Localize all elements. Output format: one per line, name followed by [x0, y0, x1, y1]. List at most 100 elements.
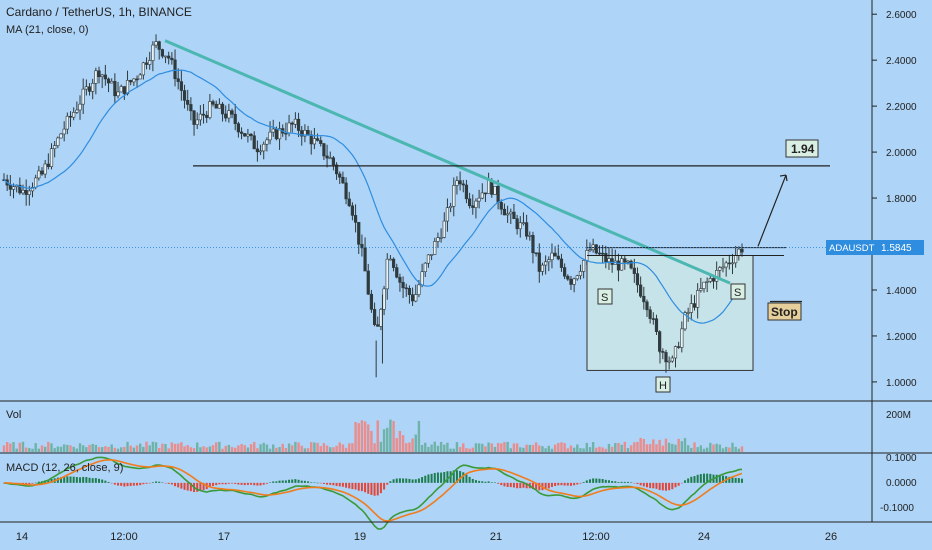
volume-bar [224, 445, 227, 452]
macd-histogram-bar [471, 478, 474, 483]
macd-histogram-bar [550, 482, 553, 487]
candle-body [566, 275, 570, 280]
candle-body [344, 182, 348, 200]
macd-histogram-bar [189, 482, 192, 492]
candle-body [439, 237, 443, 239]
volume-bar [531, 444, 535, 452]
candle-body [410, 294, 415, 302]
macd-histogram-bar [357, 482, 360, 491]
candle-body [493, 186, 497, 195]
macd-histogram-bar [440, 472, 443, 483]
volume-bar [696, 447, 699, 452]
macd-histogram-bar [208, 482, 211, 488]
candle-body [144, 62, 149, 65]
volume-bar [601, 447, 604, 452]
macd-histogram-bar [395, 478, 398, 483]
macd-histogram-bar [516, 482, 519, 489]
macd-histogram-bar [402, 478, 405, 483]
candle-body [692, 303, 697, 308]
macd-histogram-bar [72, 476, 75, 483]
volume-bar [541, 446, 544, 452]
candle-body [480, 192, 484, 199]
volume-bar [436, 445, 440, 452]
volume-bar [28, 447, 31, 452]
candle-body [626, 260, 630, 263]
volume-bar [636, 441, 639, 452]
volume-bar [626, 448, 630, 452]
macd-histogram-bar [218, 482, 221, 485]
time-axis-label: 24 [698, 531, 710, 543]
macd-histogram-bar [34, 482, 37, 484]
target-label: 1.94 [791, 142, 815, 156]
candle-body [426, 254, 431, 264]
candle-body [398, 276, 402, 283]
macd-histogram-bar [414, 479, 417, 483]
macd-histogram-bar [595, 478, 598, 483]
candle-body [338, 173, 342, 178]
time-axis-label: 14 [16, 531, 28, 543]
volume-bar [550, 448, 554, 452]
volume-bar [566, 448, 569, 452]
macd-histogram-bar [47, 480, 50, 483]
candle-body [18, 184, 22, 194]
volume-bar [313, 442, 316, 452]
candle-body [616, 260, 621, 271]
volume-bar [344, 447, 348, 452]
candle-body [436, 237, 440, 242]
candle-body [477, 197, 481, 202]
macd-histogram-bar [636, 482, 639, 485]
volume-bar [519, 447, 522, 452]
candle-body [553, 252, 557, 257]
price-axis-label: 1.0000 [886, 378, 917, 389]
candle-body [220, 103, 225, 115]
volume-bar [287, 443, 291, 452]
candle-body [322, 143, 326, 157]
macd-histogram-bar [120, 482, 123, 486]
volume-bar [227, 444, 231, 452]
candle-body [601, 252, 605, 255]
volume-bar [85, 447, 88, 452]
candle-body [141, 62, 145, 76]
macd-histogram-bar [360, 482, 363, 492]
time-axis[interactable]: 14 12:00 17 19 21 12:00 24 26 [16, 531, 837, 543]
volume-bar [471, 447, 474, 452]
volume-bar [509, 448, 512, 452]
volume-bar [202, 446, 205, 452]
macd-histogram-bar [588, 479, 591, 483]
candle-body [632, 267, 636, 274]
candle-body [594, 244, 598, 254]
candle-body [189, 104, 193, 112]
left-shoulder-box [597, 288, 613, 305]
macd-histogram-bar [303, 480, 306, 483]
macd-histogram-bar [430, 473, 433, 483]
volume-bar [37, 448, 41, 452]
candle-body [718, 267, 722, 271]
macd-histogram-bar [110, 482, 113, 484]
candle-body [122, 86, 126, 95]
volume-bar [145, 441, 148, 452]
volume-bar [449, 448, 452, 452]
ma-indicator-label: MA (21, close, 0) [6, 24, 89, 36]
volume-bar [246, 447, 250, 452]
time-axis-label: 12:00 [110, 531, 138, 543]
macd-histogram-bar [668, 482, 671, 491]
candle-body [645, 301, 649, 311]
macd-histogram-bar [687, 478, 690, 483]
candle-body [252, 135, 256, 150]
volume-bar [116, 448, 120, 452]
volume-bar [34, 443, 37, 452]
candle-body [255, 148, 259, 153]
macd-histogram-bar [224, 482, 227, 485]
target-arrow [757, 174, 787, 247]
volume-bar [712, 444, 715, 452]
volume-bar [237, 445, 240, 452]
macd-histogram-bar [284, 480, 287, 483]
candle-body [170, 57, 174, 61]
macd-histogram-bar [569, 482, 572, 486]
volume-bar [699, 445, 703, 452]
volume-bar [512, 443, 516, 452]
macd-histogram-bar [547, 482, 550, 489]
volume-bar [91, 443, 94, 452]
candle-body [258, 150, 263, 153]
